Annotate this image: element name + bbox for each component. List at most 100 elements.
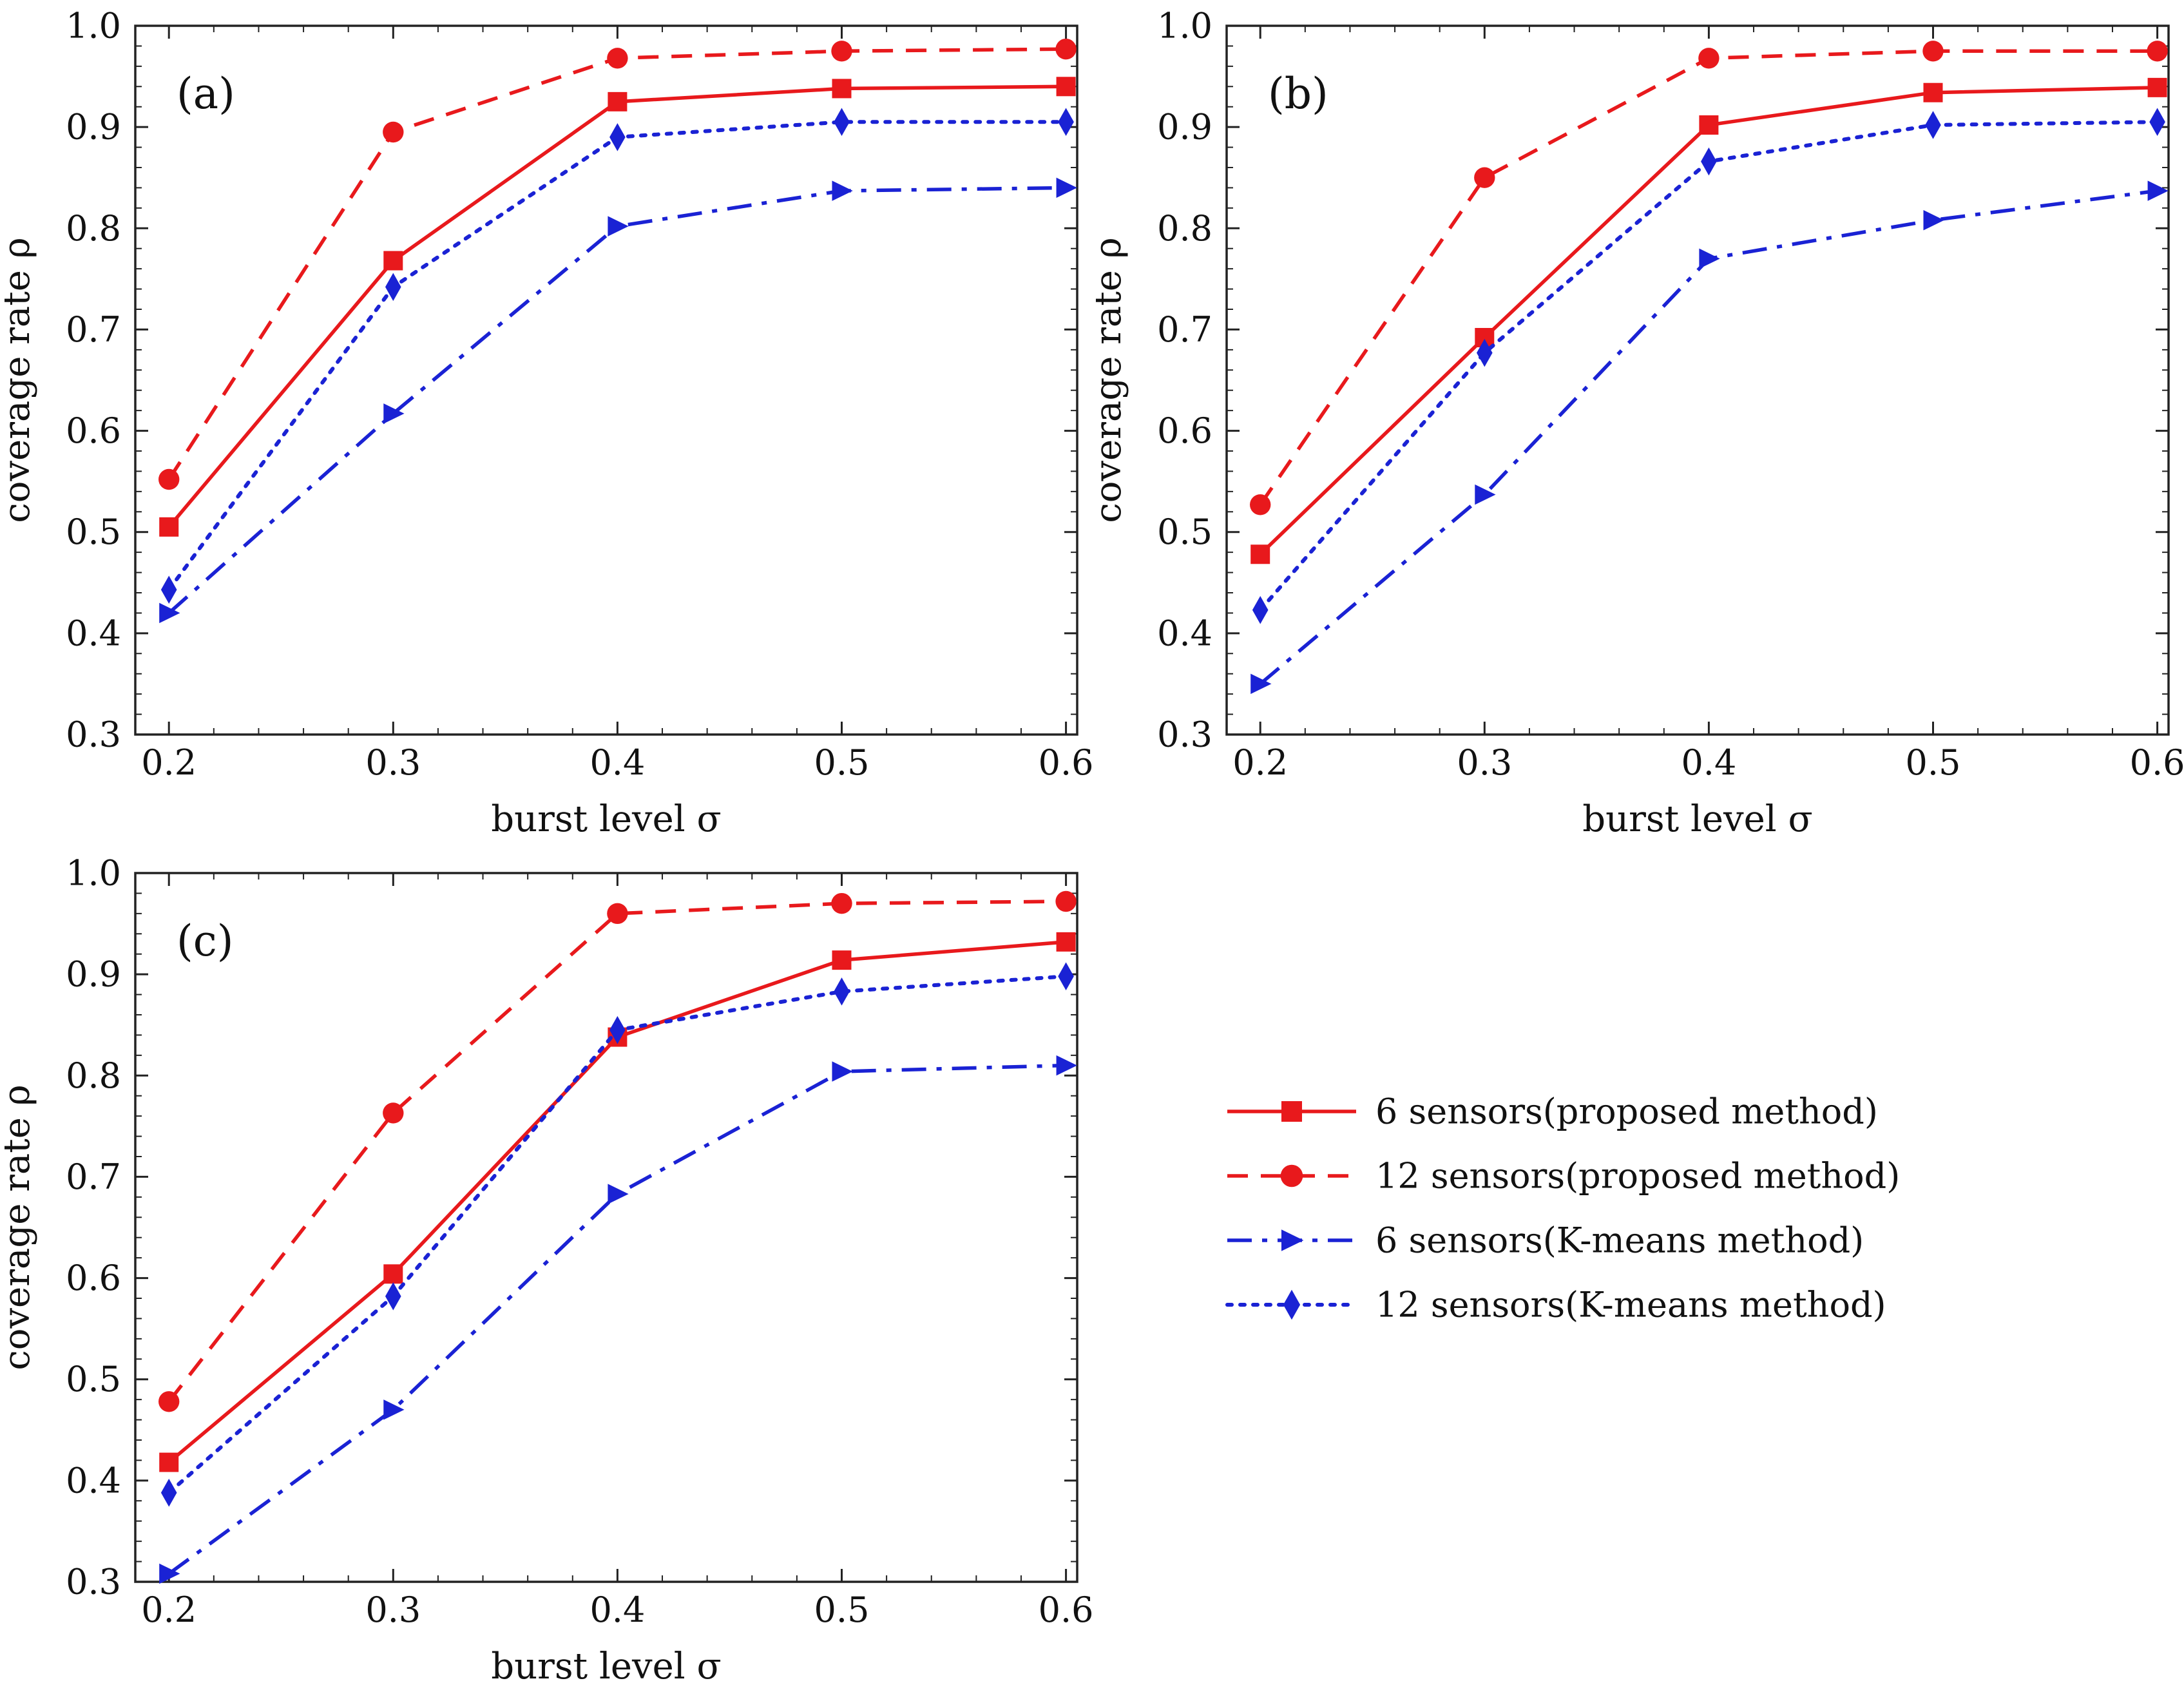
x-tick-label: 0.4 xyxy=(589,1590,645,1630)
data-point xyxy=(383,1264,403,1284)
data-point xyxy=(1056,932,1076,952)
data-point xyxy=(1923,82,1943,102)
y-tick-label: 0.6 xyxy=(66,1258,121,1298)
x-tick-label: 0.2 xyxy=(141,1590,196,1630)
legend-item: 6 sensors(K-means method) xyxy=(1227,1220,1864,1261)
y-tick-label: 0.7 xyxy=(66,1157,121,1197)
data-point xyxy=(159,1563,180,1584)
legend-marker xyxy=(1281,1101,1302,1122)
data-point xyxy=(1925,111,1941,139)
y-tick-label: 0.5 xyxy=(66,512,121,552)
x-axis-title: burst level σ xyxy=(491,798,722,840)
y-tick-label: 1.0 xyxy=(66,6,121,46)
data-point xyxy=(1698,48,1719,69)
data-point xyxy=(2147,41,2168,62)
data-point xyxy=(1923,209,1944,231)
x-tick-label: 0.2 xyxy=(1232,742,1288,783)
series-line xyxy=(1258,120,2160,612)
series-line xyxy=(1259,189,2158,686)
y-axis-title: coverage rate ρ xyxy=(1087,237,1129,523)
data-point xyxy=(832,79,852,99)
panel-label: (b) xyxy=(1268,69,1328,119)
series-line xyxy=(167,120,1068,592)
data-point xyxy=(1474,167,1495,188)
legend-item: 12 sensors(proposed method) xyxy=(1227,1156,1900,1196)
data-point xyxy=(160,575,177,604)
x-tick-label: 0.3 xyxy=(365,1590,421,1630)
data-point xyxy=(383,1399,405,1420)
y-axis-title: coverage rate ρ xyxy=(0,237,38,523)
legend-marker xyxy=(1281,1229,1304,1251)
series-line xyxy=(168,1063,1066,1575)
x-tick-label: 0.4 xyxy=(589,742,645,783)
legend-label: 6 sensors(proposed method) xyxy=(1375,1091,1878,1132)
legend-item: 12 sensors(K-means method) xyxy=(1225,1285,1886,1325)
x-tick-label: 0.6 xyxy=(1039,742,1094,783)
data-point xyxy=(1250,544,1270,564)
legend-label: 12 sensors(proposed method) xyxy=(1375,1156,1900,1196)
data-point xyxy=(1058,962,1074,991)
x-axis-title: burst level σ xyxy=(1582,798,1813,840)
data-point xyxy=(385,273,401,302)
y-tick-label: 0.9 xyxy=(66,107,121,148)
data-point xyxy=(1056,77,1076,97)
x-tick-label: 0.4 xyxy=(1681,742,1736,783)
panel-label: (c) xyxy=(177,916,233,966)
data-point xyxy=(831,892,852,914)
data-point xyxy=(383,403,405,424)
data-point xyxy=(383,121,404,143)
data-point xyxy=(1477,338,1493,367)
series-line xyxy=(168,899,1066,1403)
panel-label: (a) xyxy=(177,69,235,119)
data-point xyxy=(158,468,180,490)
plot-frame xyxy=(1225,24,2170,736)
data-point xyxy=(1922,41,1944,62)
data-point xyxy=(1475,484,1496,505)
data-point xyxy=(834,108,850,137)
data-point xyxy=(383,1102,404,1124)
plot-frame xyxy=(134,24,1078,736)
y-tick-label: 0.5 xyxy=(66,1359,121,1399)
data-point xyxy=(159,517,179,537)
data-point xyxy=(1252,595,1269,624)
data-point xyxy=(832,1061,853,1082)
data-point xyxy=(607,48,628,69)
y-tick-label: 0.4 xyxy=(1157,613,1212,653)
data-point xyxy=(1056,177,1077,198)
x-tick-label: 0.5 xyxy=(814,742,870,783)
x-tick-label: 0.5 xyxy=(814,1590,870,1630)
legend-marker xyxy=(1283,1289,1301,1320)
y-tick-label: 0.9 xyxy=(66,954,121,995)
data-point xyxy=(1055,890,1077,912)
x-tick-label: 0.2 xyxy=(141,742,196,783)
legend-label: 12 sensors(K-means method) xyxy=(1375,1285,1886,1325)
data-point xyxy=(385,1282,401,1311)
y-tick-label: 1.0 xyxy=(1157,6,1212,46)
chart-panel-1: 0.3 0.4 0.5 0.6 0.7 0.8 0.9 1.0 0.2 0.3 0.4 0.5 0.6 b… xyxy=(0,6,1094,841)
legend-item: 6 sensors(proposed method) xyxy=(1227,1091,1878,1132)
data-point xyxy=(608,91,627,111)
data-point xyxy=(383,251,403,271)
x-axis-title: burst level σ xyxy=(491,1646,722,1687)
data-point xyxy=(159,602,180,624)
data-point xyxy=(160,1478,177,1507)
data-point xyxy=(158,1391,180,1412)
y-tick-label: 0.4 xyxy=(66,613,121,653)
data-point xyxy=(608,216,629,236)
data-point xyxy=(1699,248,1720,269)
data-point xyxy=(831,41,852,62)
x-tick-label: 0.3 xyxy=(1457,742,1512,783)
data-point xyxy=(832,180,853,201)
y-tick-label: 0.3 xyxy=(66,715,121,755)
y-axis-title: coverage rate ρ xyxy=(0,1084,38,1370)
series-line xyxy=(168,186,1066,615)
x-tick-label: 0.3 xyxy=(365,742,421,783)
data-point xyxy=(832,950,852,970)
legend: 6 sensors(proposed method) 12 sensors(pro… xyxy=(1225,1091,1900,1325)
data-point xyxy=(1056,1055,1077,1076)
series-line xyxy=(167,47,1066,481)
data-point xyxy=(159,1452,179,1472)
y-tick-label: 1.0 xyxy=(66,853,121,894)
legend-marker xyxy=(1280,1164,1303,1187)
